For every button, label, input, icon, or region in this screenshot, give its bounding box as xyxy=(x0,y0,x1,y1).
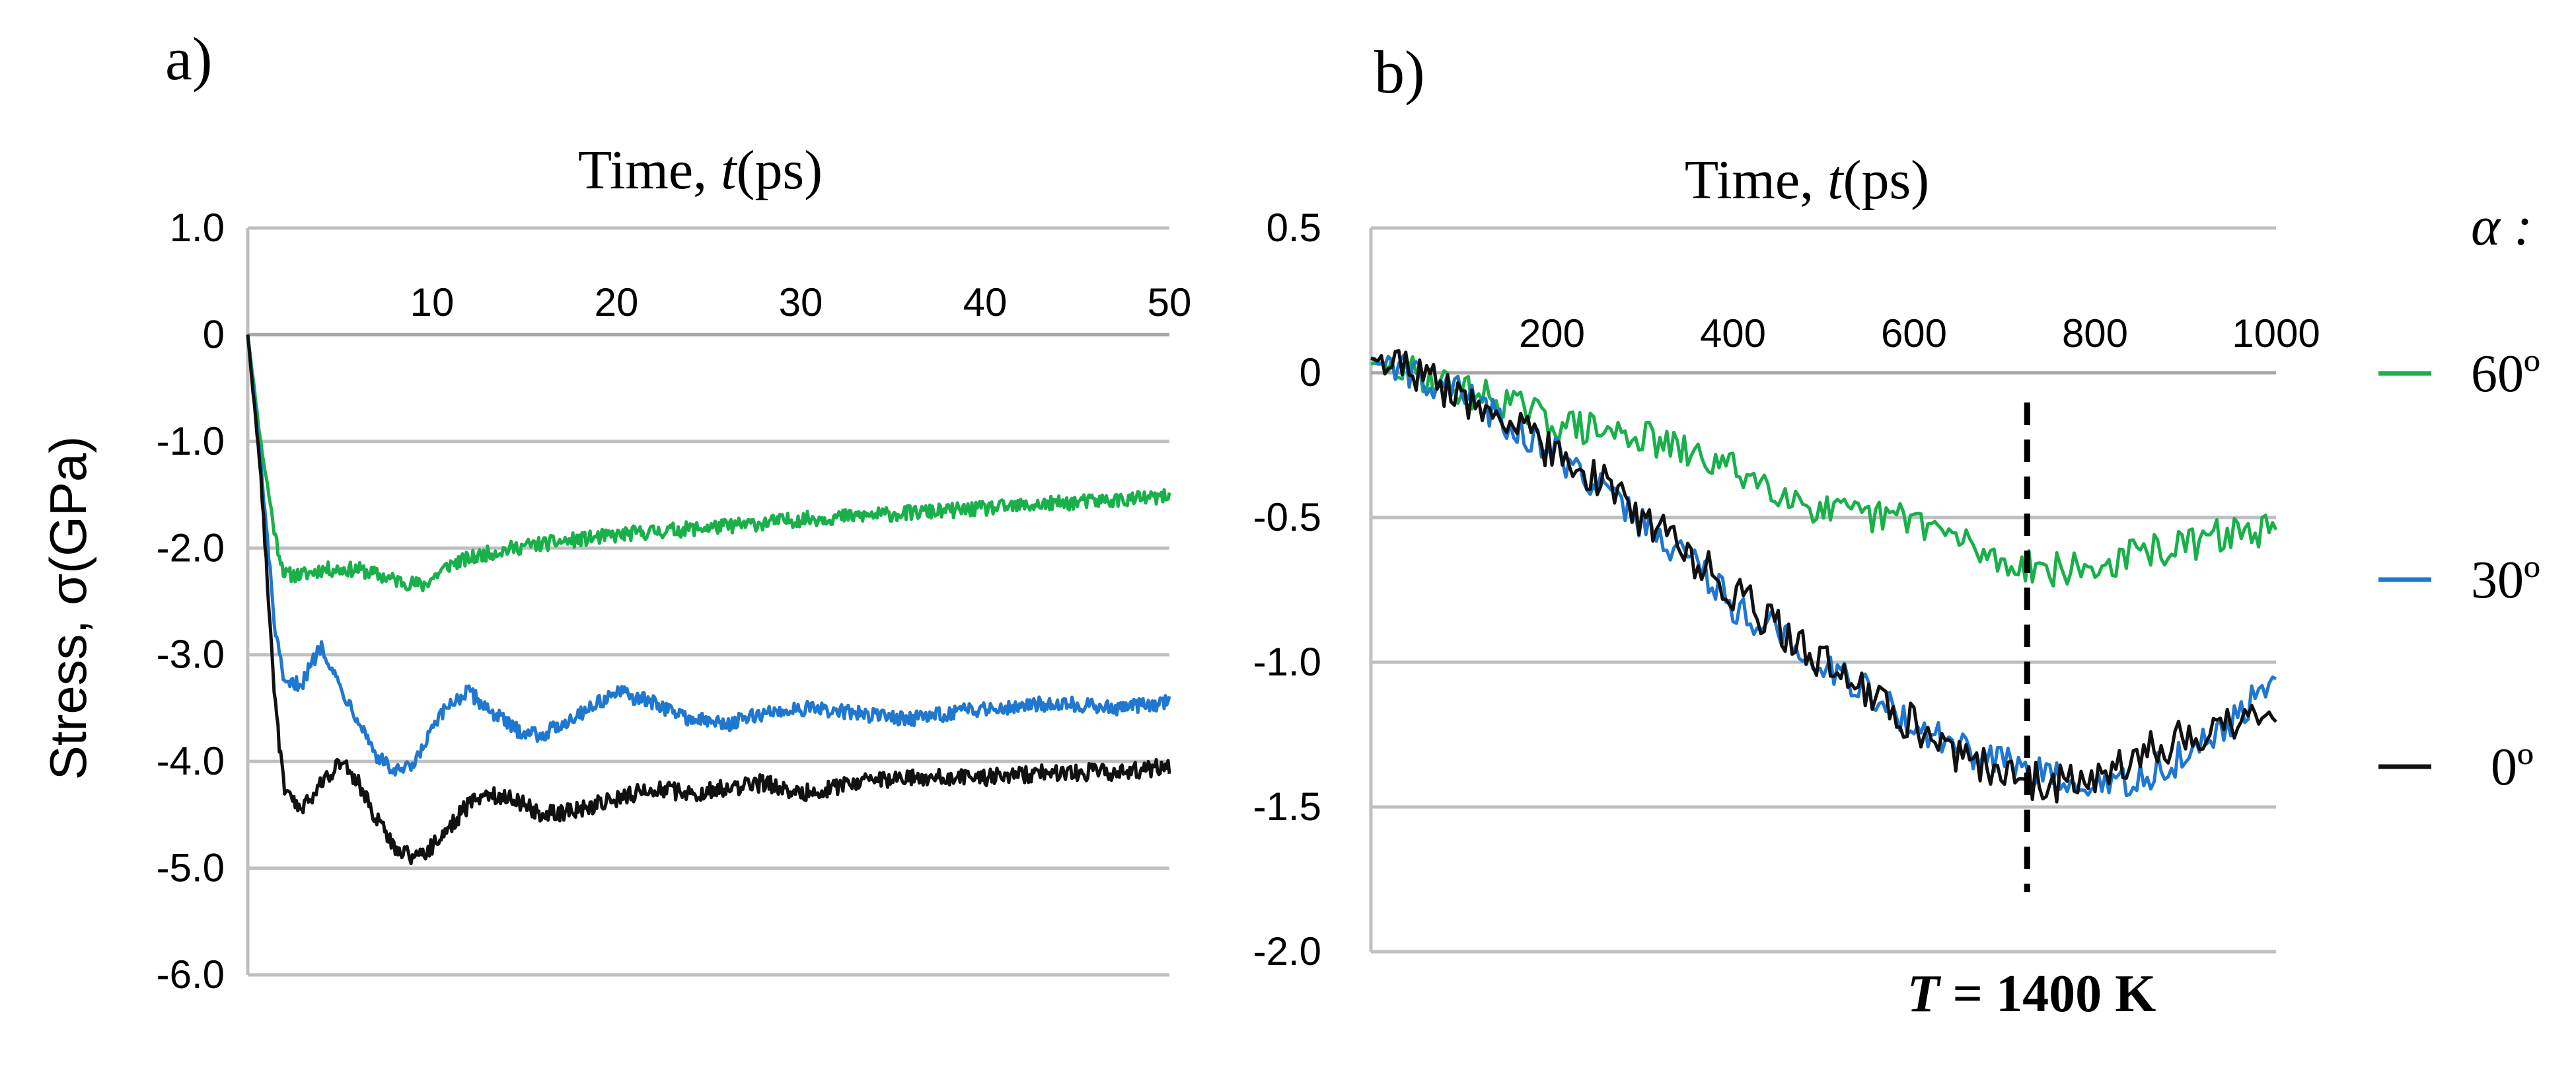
panel-a: a) Time, t(ps) Stress, σ(GPa) 1.0 0 -1.0 -2… xyxy=(39,25,1191,997)
panel-b-series xyxy=(1370,349,2278,804)
panel-a-x-tick-label: 40 xyxy=(963,280,1008,325)
panel-a-y-tick-label: 1.0 xyxy=(170,206,225,250)
panel-a-y-tick-label: -6.0 xyxy=(157,952,225,997)
panel-a-xlabel-var: t xyxy=(721,139,738,201)
panel-a-xlabel-unit: (ps) xyxy=(737,139,823,201)
temperature-label-rest: = 1400 K xyxy=(1940,965,2156,1023)
panel-a-xlabel: Time, t(ps) xyxy=(578,139,823,201)
panel-b-y-tick-label: 0.5 xyxy=(1267,206,1321,250)
panel-a-y-tick-label: 0 xyxy=(203,312,225,356)
panel-b-grid xyxy=(1369,226,2276,954)
panel-b-x-tick-label: 200 xyxy=(1519,311,1585,356)
panel-b-series-60deg xyxy=(1370,353,2278,588)
panel-a-ticks: 1.0 0 -1.0 -2.0 -3.0 -4.0 -5.0 -6.0 10 20 30 40 50 xyxy=(157,206,1192,997)
panel-b: b) Time, t(ps) 0.5 0 -0.5 -1.0 -1.5 -2.0 200 40… xyxy=(1253,38,2540,1023)
panel-b-xlabel-prefix: Time, xyxy=(1685,149,1827,211)
panel-a-ylabel: Stress, σ(GPa) xyxy=(39,436,97,781)
panel-a-y-tick-label: -2.0 xyxy=(157,525,225,570)
legend-entry-60: 60º xyxy=(2378,345,2540,403)
panel-a-label: a) xyxy=(165,25,212,93)
panel-b-y-tick-label: -0.5 xyxy=(1253,495,1321,539)
panel-a-y-tick-label: -3.0 xyxy=(157,632,225,677)
panel-b-xlabel-var: t xyxy=(1827,149,1845,211)
panel-a-series xyxy=(246,334,1171,866)
panel-a-x-tick-label: 10 xyxy=(410,280,455,325)
panel-a-y-tick-label: -4.0 xyxy=(157,739,225,783)
panel-b-x-tick-label: 600 xyxy=(1881,311,1947,356)
panel-b-series-30deg xyxy=(1370,351,2277,798)
panel-b-x-tick-label: 1000 xyxy=(2232,311,2320,356)
panel-a-y-tick-label: -5.0 xyxy=(157,846,225,890)
legend-label-30: 30º xyxy=(2471,551,2540,609)
panel-b-y-tick-label: -1.0 xyxy=(1253,640,1321,684)
panel-b-y-tick-label: 0 xyxy=(1300,350,1321,395)
panel-b-y-tick-label: -2.0 xyxy=(1253,929,1321,974)
panel-b-series-0deg xyxy=(1370,349,2277,804)
legend-label-60: 60º xyxy=(2471,345,2540,403)
legend-entry-30: 30º xyxy=(2378,551,2540,609)
panel-b-ticks: 0.5 0 -0.5 -1.0 -1.5 -2.0 200 400 600 800 1000 xyxy=(1253,206,2320,974)
legend-label-0: 0º xyxy=(2491,738,2534,796)
panel-a-series-60deg xyxy=(246,334,1171,593)
panel-b-x-tick-label: 800 xyxy=(2062,311,2128,356)
panel-a-grid xyxy=(246,226,1169,977)
panel-b-xlabel-unit: (ps) xyxy=(1843,149,1930,211)
legend: α : 60º 30º 0º xyxy=(2378,196,2540,796)
panel-a-x-tick-label: 30 xyxy=(779,280,823,325)
panel-b-xlabel: Time, t(ps) xyxy=(1685,149,1929,211)
panel-a-series-0deg xyxy=(246,334,1171,866)
panel-a-series-30deg xyxy=(246,334,1171,777)
legend-title: α : xyxy=(2471,196,2532,257)
panel-a-x-tick-label: 50 xyxy=(1148,280,1192,325)
temperature-label-var: T xyxy=(1907,965,1942,1023)
panel-b-y-tick-label: -1.5 xyxy=(1253,785,1321,829)
legend-entry-0: 0º xyxy=(2378,738,2534,796)
panel-a-x-tick-label: 20 xyxy=(595,280,639,325)
temperature-label: T = 1400 K xyxy=(1907,965,2156,1023)
panel-a-y-tick-label: -1.0 xyxy=(157,419,225,463)
panel-a-xlabel-prefix: Time, xyxy=(578,139,721,201)
panel-b-x-tick-label: 400 xyxy=(1700,311,1766,356)
panel-b-label: b) xyxy=(1374,38,1425,106)
